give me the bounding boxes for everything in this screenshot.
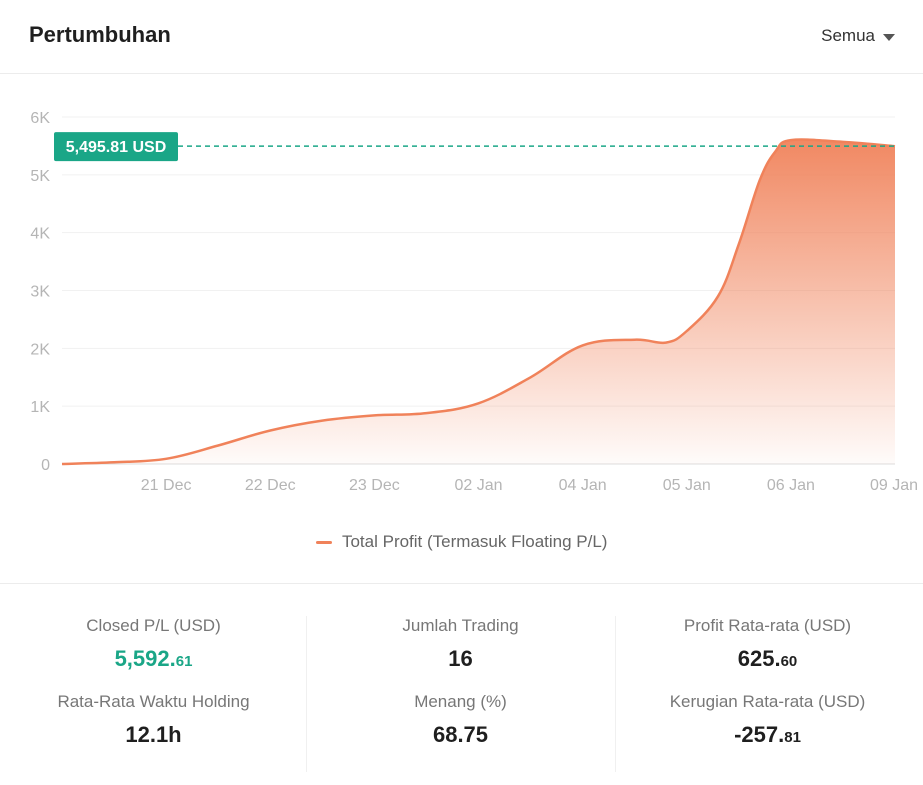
page-title: Pertumbuhan bbox=[29, 22, 171, 47]
trade-count-value: 16 bbox=[448, 646, 473, 671]
current-value-label: 5,495.81 USD bbox=[66, 139, 167, 156]
y-tick-label: 3K bbox=[30, 284, 50, 301]
x-tick-label: 04 Jan bbox=[559, 477, 607, 494]
current-value-badge: 5,495.81 USD bbox=[54, 132, 178, 162]
x-tick-label: 09 Jan bbox=[870, 477, 918, 494]
profit-area bbox=[62, 139, 895, 464]
chart-legend[interactable]: Total Profit (Termasuk Floating P/L) bbox=[0, 532, 923, 552]
x-tick-label: 23 Dec bbox=[349, 477, 400, 494]
x-tick-label: 05 Jan bbox=[663, 477, 711, 494]
y-tick-label: 5K bbox=[30, 168, 50, 185]
x-tick-label: 02 Jan bbox=[454, 477, 502, 494]
trade-count-label: Jumlah Trading bbox=[402, 616, 519, 635]
avg-holding-time-label: Rata-Rata Waktu Holding bbox=[57, 692, 250, 711]
x-axis: 21 Dec 22 Dec 23 Dec 02 Jan 04 Jan 05 Jan 06 J… bbox=[141, 477, 918, 494]
closed-pl-value: 5,592.61 bbox=[114, 646, 193, 671]
y-tick-label: 4K bbox=[30, 226, 50, 243]
y-axis: 0 1K 2K 3K 4K 5K 6K bbox=[30, 110, 50, 474]
avg-loss-label: Kerugian Rata-rata (USD) bbox=[669, 692, 866, 711]
period-filter-dropdown[interactable]: Semua bbox=[821, 26, 895, 46]
legend-label: Total Profit (Termasuk Floating P/L) bbox=[341, 532, 608, 551]
stats-column: Jumlah Trading 16 Menang (%) 68.75 bbox=[307, 616, 614, 768]
x-tick-label: 21 Dec bbox=[141, 477, 192, 494]
stats-column: Profit Rata-rata (USD) 625.60 Kerugian R… bbox=[614, 616, 921, 768]
column-divider bbox=[615, 616, 616, 772]
win-rate-label: Menang (%) bbox=[414, 692, 507, 711]
card-header: Pertumbuhan Semua bbox=[0, 0, 923, 74]
x-tick-label: 22 Dec bbox=[245, 477, 296, 494]
closed-pl-label: Closed P/L (USD) bbox=[86, 616, 221, 635]
avg-profit-value: 625.60 bbox=[737, 646, 798, 671]
divider bbox=[0, 583, 923, 584]
y-tick-label: 1K bbox=[30, 399, 50, 416]
avg-profit-label: Profit Rata-rata (USD) bbox=[683, 616, 852, 635]
legend-swatch bbox=[315, 541, 332, 545]
y-tick-label: 6K bbox=[30, 110, 50, 127]
win-rate-value: 68.75 bbox=[432, 722, 489, 747]
y-tick-label: 2K bbox=[30, 341, 50, 358]
period-filter-label: Semua bbox=[821, 26, 875, 45]
x-tick-label: 06 Jan bbox=[767, 477, 815, 494]
avg-holding-time-value: 12.1h bbox=[125, 722, 182, 747]
caret-down-icon bbox=[883, 33, 895, 41]
avg-loss-value: -257.81 bbox=[734, 722, 801, 747]
column-divider bbox=[306, 616, 307, 772]
stats-panel: Closed P/L (USD) 5,592.61 Rata-Rata Wakt… bbox=[0, 600, 923, 772]
profit-line bbox=[61, 138, 896, 466]
stats-column: Closed P/L (USD) 5,592.61 Rata-Rata Wakt… bbox=[0, 616, 307, 768]
y-tick-label: 0 bbox=[41, 457, 50, 474]
grid-layer bbox=[62, 116, 895, 465]
growth-chart: 0 1K 2K 3K 4K 5K 6K 21 Dec 22 Dec 23 Dec 02 Jan 04… bbox=[30, 110, 918, 494]
